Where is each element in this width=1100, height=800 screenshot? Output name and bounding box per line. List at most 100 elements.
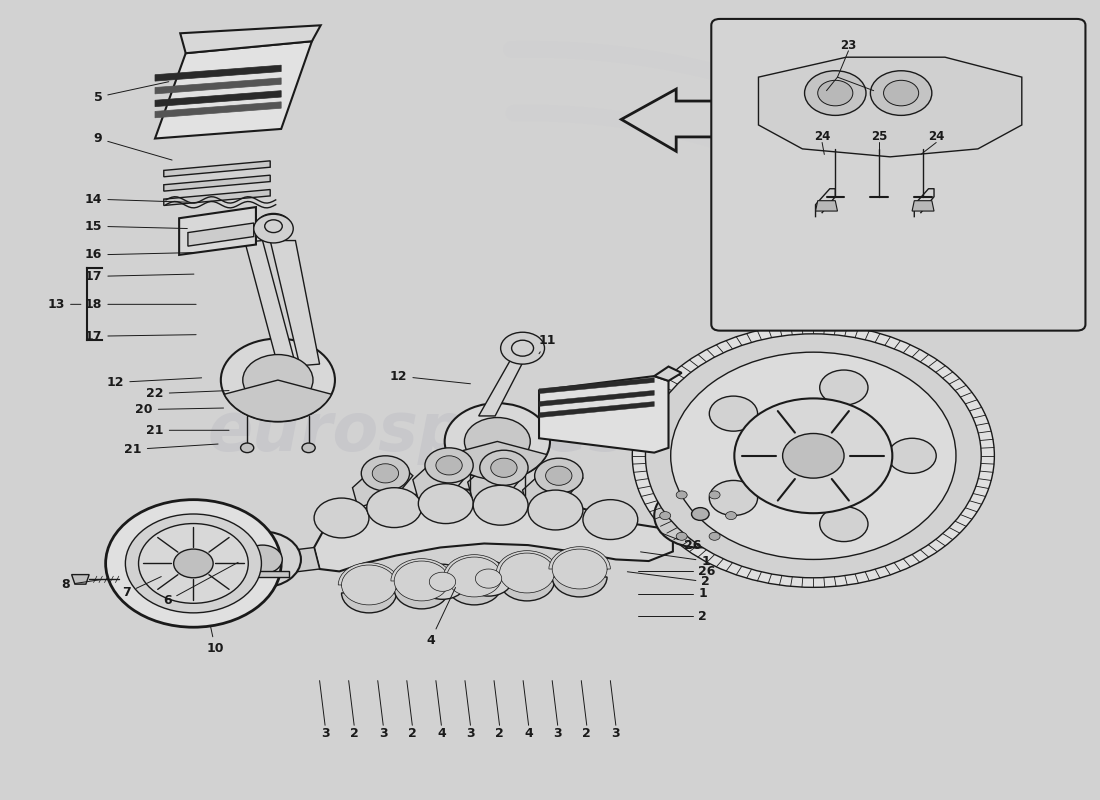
Text: 1: 1 bbox=[640, 552, 711, 567]
Polygon shape bbox=[164, 190, 271, 206]
Circle shape bbox=[174, 549, 213, 578]
Circle shape bbox=[425, 448, 473, 483]
Text: 21: 21 bbox=[124, 443, 218, 456]
Text: 2: 2 bbox=[408, 726, 417, 740]
Wedge shape bbox=[552, 549, 607, 569]
Circle shape bbox=[444, 403, 550, 480]
Text: 20: 20 bbox=[135, 403, 223, 416]
Polygon shape bbox=[155, 65, 282, 81]
Polygon shape bbox=[539, 390, 654, 406]
Text: 26: 26 bbox=[698, 565, 715, 578]
Circle shape bbox=[726, 512, 737, 519]
Circle shape bbox=[671, 352, 956, 559]
Circle shape bbox=[366, 488, 421, 527]
Text: 26: 26 bbox=[660, 533, 701, 551]
Text: 4: 4 bbox=[525, 726, 533, 740]
Text: 8: 8 bbox=[60, 578, 100, 591]
Wedge shape bbox=[499, 553, 554, 573]
Circle shape bbox=[361, 456, 409, 491]
Text: 5: 5 bbox=[94, 82, 168, 103]
Circle shape bbox=[254, 214, 294, 243]
Text: 2: 2 bbox=[582, 726, 591, 740]
Circle shape bbox=[654, 484, 743, 547]
Circle shape bbox=[710, 491, 720, 499]
Circle shape bbox=[341, 565, 396, 605]
Circle shape bbox=[888, 438, 936, 474]
Wedge shape bbox=[549, 546, 610, 569]
Text: 16: 16 bbox=[85, 249, 194, 262]
Polygon shape bbox=[238, 571, 289, 577]
Circle shape bbox=[583, 500, 638, 539]
Polygon shape bbox=[180, 26, 321, 54]
Polygon shape bbox=[654, 366, 682, 381]
Circle shape bbox=[676, 491, 688, 499]
Circle shape bbox=[535, 458, 583, 494]
Polygon shape bbox=[249, 547, 320, 577]
Circle shape bbox=[139, 523, 249, 603]
Circle shape bbox=[500, 332, 544, 364]
Polygon shape bbox=[155, 90, 282, 106]
Circle shape bbox=[782, 434, 844, 478]
Wedge shape bbox=[552, 577, 607, 597]
Text: 2: 2 bbox=[350, 726, 359, 740]
Text: 3: 3 bbox=[321, 726, 329, 740]
Polygon shape bbox=[539, 378, 654, 394]
Circle shape bbox=[418, 484, 473, 523]
Text: 4: 4 bbox=[437, 726, 446, 740]
Text: 25: 25 bbox=[871, 130, 888, 143]
Polygon shape bbox=[245, 241, 296, 366]
Wedge shape bbox=[394, 561, 449, 581]
Circle shape bbox=[735, 398, 892, 514]
Circle shape bbox=[820, 370, 868, 405]
Circle shape bbox=[475, 569, 502, 588]
Circle shape bbox=[870, 70, 932, 115]
Wedge shape bbox=[341, 565, 396, 585]
Text: 17: 17 bbox=[85, 270, 194, 283]
Circle shape bbox=[710, 481, 758, 515]
Text: 1: 1 bbox=[698, 587, 707, 600]
FancyBboxPatch shape bbox=[712, 19, 1086, 330]
Circle shape bbox=[241, 443, 254, 453]
Circle shape bbox=[315, 498, 368, 538]
Circle shape bbox=[302, 443, 316, 453]
Wedge shape bbox=[499, 581, 554, 601]
Text: 3: 3 bbox=[466, 726, 475, 740]
Polygon shape bbox=[912, 201, 934, 211]
Circle shape bbox=[883, 80, 918, 106]
Circle shape bbox=[804, 70, 866, 115]
Circle shape bbox=[447, 557, 502, 597]
Circle shape bbox=[480, 450, 528, 486]
Circle shape bbox=[817, 80, 852, 106]
Wedge shape bbox=[448, 442, 547, 480]
Text: 3: 3 bbox=[378, 726, 387, 740]
Text: 12: 12 bbox=[389, 370, 471, 384]
Circle shape bbox=[820, 506, 868, 542]
Polygon shape bbox=[155, 102, 282, 118]
Wedge shape bbox=[341, 593, 396, 613]
Polygon shape bbox=[621, 89, 726, 151]
Text: eurospares: eurospares bbox=[208, 399, 629, 465]
Circle shape bbox=[372, 464, 398, 483]
Wedge shape bbox=[499, 553, 554, 573]
Text: 15: 15 bbox=[85, 220, 187, 233]
Wedge shape bbox=[447, 585, 502, 605]
Polygon shape bbox=[539, 376, 669, 453]
Wedge shape bbox=[443, 554, 505, 577]
Circle shape bbox=[646, 334, 981, 578]
Circle shape bbox=[221, 338, 334, 422]
Text: 3: 3 bbox=[553, 726, 562, 740]
Circle shape bbox=[710, 396, 758, 431]
Wedge shape bbox=[394, 589, 449, 609]
Wedge shape bbox=[447, 557, 502, 577]
Circle shape bbox=[106, 500, 282, 627]
Polygon shape bbox=[815, 201, 837, 211]
Circle shape bbox=[491, 458, 517, 478]
Wedge shape bbox=[418, 564, 466, 599]
Circle shape bbox=[692, 508, 710, 520]
Circle shape bbox=[429, 572, 455, 591]
Circle shape bbox=[243, 354, 314, 406]
Polygon shape bbox=[539, 402, 654, 418]
Text: 4: 4 bbox=[426, 587, 455, 647]
Polygon shape bbox=[352, 464, 412, 508]
Circle shape bbox=[528, 490, 583, 530]
